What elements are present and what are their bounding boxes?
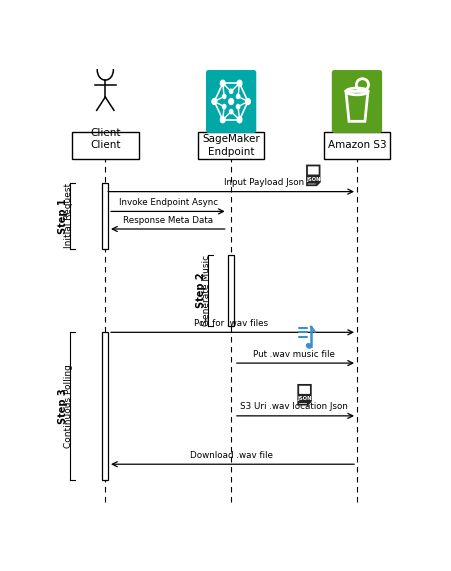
Text: Initial Request: Initial Request [64,183,73,248]
Text: Generate Music: Generate Music [202,255,211,326]
Circle shape [221,117,225,123]
Circle shape [237,117,242,123]
FancyBboxPatch shape [332,71,382,132]
FancyBboxPatch shape [299,395,310,403]
Text: Response Meta Data: Response Meta Data [123,216,213,224]
Text: Client: Client [90,140,120,151]
Polygon shape [307,166,320,185]
Text: Poll for .wav files: Poll for .wav files [194,319,268,328]
Text: Input Payload Json: Input Payload Json [224,178,304,187]
FancyBboxPatch shape [198,132,264,159]
Circle shape [237,81,242,86]
Text: Step 1: Step 1 [58,198,68,234]
Circle shape [230,110,233,114]
Ellipse shape [307,344,312,348]
Circle shape [245,99,250,104]
Circle shape [229,99,234,104]
FancyBboxPatch shape [308,175,319,183]
Circle shape [221,81,225,86]
Text: Amazon S3: Amazon S3 [328,140,386,151]
FancyBboxPatch shape [324,132,390,159]
Circle shape [222,94,226,99]
Bar [102,183,108,249]
Text: Download .wav file: Download .wav file [190,451,272,460]
Text: SageMaker
Endpoint: SageMaker Endpoint [202,134,260,156]
FancyBboxPatch shape [72,132,138,159]
Text: Continuous Polling: Continuous Polling [64,364,73,448]
FancyBboxPatch shape [207,71,256,132]
Bar [102,332,108,480]
Polygon shape [316,181,320,185]
Circle shape [230,89,233,94]
Polygon shape [307,400,311,405]
Circle shape [236,94,240,99]
Text: Step 3: Step 3 [58,388,68,424]
Text: S3 Uri .wav location Json: S3 Uri .wav location Json [240,403,348,412]
Circle shape [236,104,240,108]
Circle shape [212,99,217,104]
Text: Invoke Endpoint Async: Invoke Endpoint Async [119,198,218,207]
Text: JSON: JSON [306,176,321,182]
Bar [228,255,234,325]
Text: JSON: JSON [297,396,312,401]
Text: Client: Client [90,128,120,138]
Text: Put .wav music file: Put .wav music file [253,349,335,359]
Polygon shape [298,385,311,405]
Circle shape [222,104,226,108]
Text: Step 2: Step 2 [196,273,206,308]
